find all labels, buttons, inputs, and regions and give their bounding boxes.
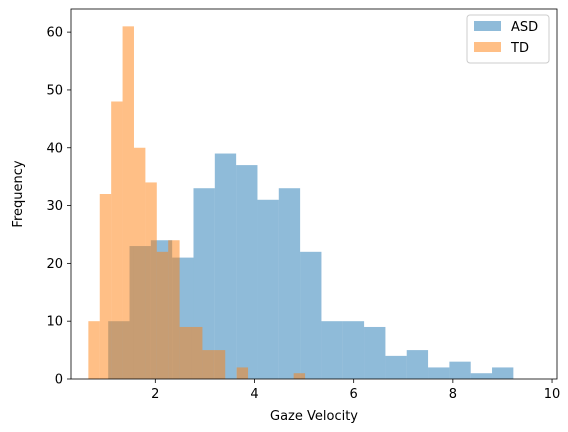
td-bar — [213, 350, 226, 379]
asd-bars — [108, 153, 514, 379]
asd-bar — [278, 188, 301, 379]
legend-label-td: TD — [510, 41, 529, 56]
asd-bar — [342, 321, 365, 379]
td-bar — [293, 373, 306, 379]
asd-bar — [470, 373, 493, 379]
td-bar — [133, 147, 146, 379]
y-axis: 0 10 20 30 40 50 60 — [46, 26, 71, 388]
legend-label-asd: ASD — [511, 20, 538, 35]
x-tick-label: 4 — [250, 387, 258, 402]
x-axis-label: Gaze Velocity — [270, 409, 358, 424]
plot-frame — [70, 8, 558, 380]
asd-bar — [364, 326, 386, 379]
td-bar — [191, 326, 203, 379]
asd-bar — [300, 251, 322, 379]
y-tick-label: 60 — [46, 26, 63, 41]
td-bar — [168, 240, 180, 379]
td-bar — [236, 367, 249, 379]
asd-bar — [428, 367, 450, 379]
x-tick-label: 2 — [151, 387, 159, 402]
td-bar — [145, 182, 157, 379]
x-axis: 2 4 6 8 10 — [151, 379, 560, 402]
td-bars — [88, 26, 306, 379]
asd-bar — [257, 199, 279, 379]
td-bar — [88, 321, 100, 379]
td-bar — [202, 350, 214, 379]
y-tick-label: 10 — [46, 315, 63, 330]
td-bar — [122, 26, 134, 379]
x-tick-label: 8 — [449, 387, 457, 402]
asd-bar — [214, 153, 237, 379]
td-bar — [156, 251, 169, 379]
legend-swatch-asd — [474, 21, 501, 31]
legend: ASD TD — [466, 14, 550, 64]
asd-bar — [449, 361, 471, 379]
y-tick-label: 20 — [46, 257, 63, 272]
x-tick-label: 6 — [350, 387, 358, 402]
y-tick-label: 40 — [46, 141, 63, 156]
y-axis-label: Frequency — [11, 160, 26, 227]
asd-bar — [321, 321, 343, 379]
legend-swatch-td — [474, 42, 501, 52]
asd-bar — [406, 350, 429, 379]
x-tick-label: 10 — [544, 387, 561, 402]
y-tick-label: 30 — [46, 199, 63, 214]
td-bar — [111, 101, 123, 379]
td-bar — [179, 326, 192, 379]
asd-bar — [236, 165, 258, 379]
asd-bar — [492, 367, 514, 379]
td-bar — [99, 194, 112, 379]
asd-bar — [385, 355, 407, 379]
y-tick-label: 50 — [46, 83, 63, 98]
y-tick-label: 0 — [55, 373, 63, 388]
